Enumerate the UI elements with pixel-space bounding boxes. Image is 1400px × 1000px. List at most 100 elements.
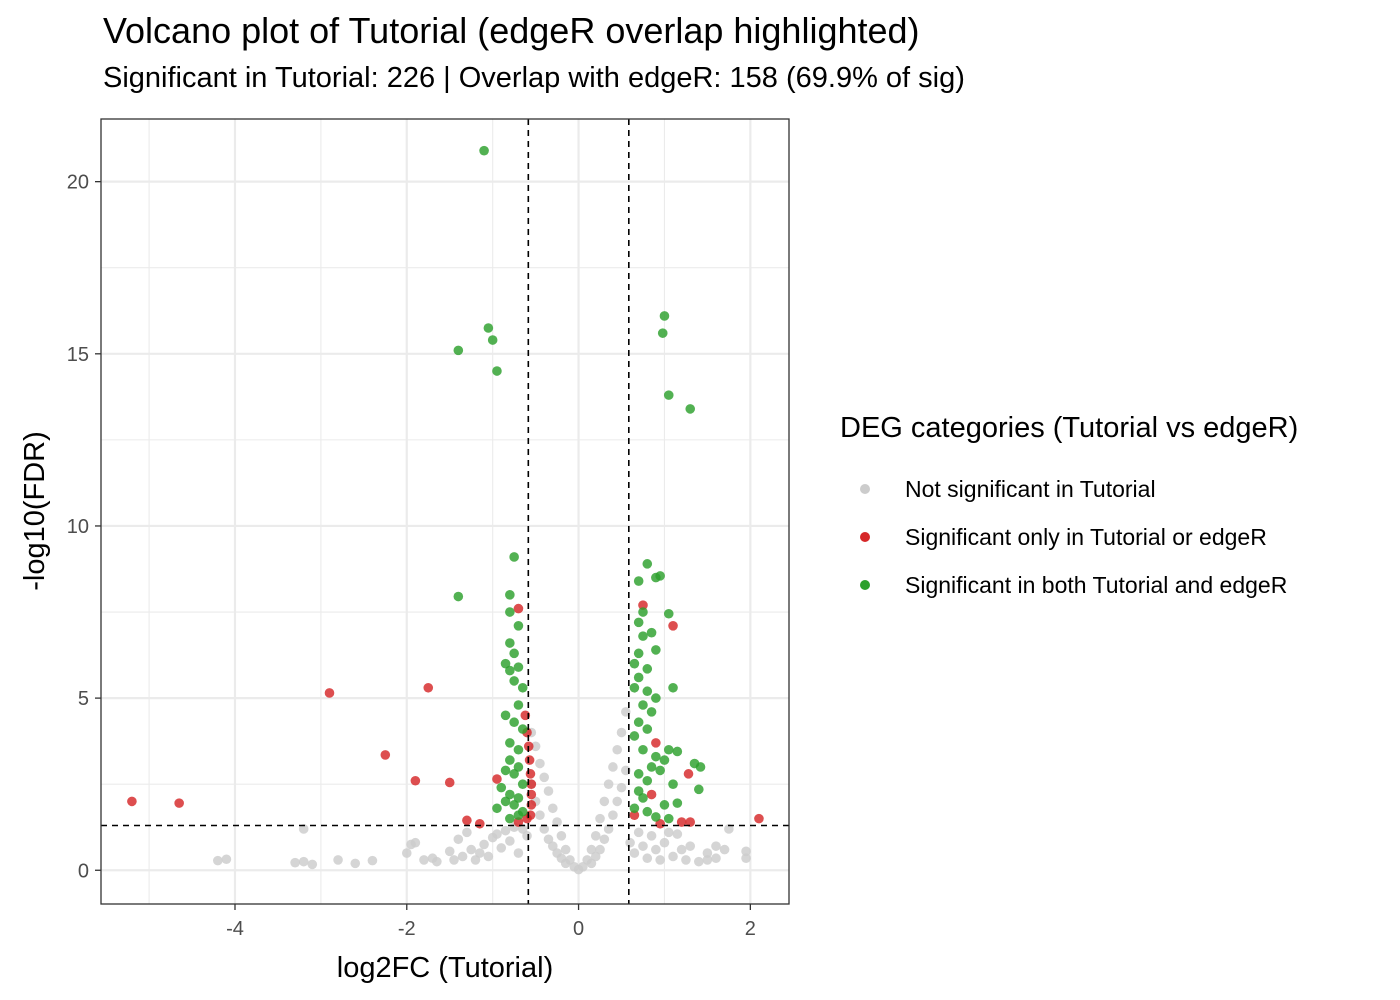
data-point	[513, 621, 524, 631]
data-point	[663, 390, 674, 400]
data-point	[453, 345, 464, 356]
data-point	[694, 856, 704, 867]
data-point	[500, 796, 511, 807]
data-point	[525, 769, 536, 779]
data-point	[608, 762, 618, 772]
data-point	[505, 755, 515, 765]
major-gridlines	[101, 119, 789, 904]
data-point	[651, 812, 661, 822]
data-point	[655, 765, 665, 776]
data-point	[517, 682, 528, 693]
data-point	[449, 855, 459, 865]
legend-item-significant-only: Significant only in Tutorial or edgeR	[840, 513, 1298, 561]
data-point	[509, 717, 519, 728]
data-point	[174, 798, 184, 808]
data-point	[603, 824, 614, 834]
data-point	[513, 662, 524, 672]
data-point	[629, 810, 640, 820]
data-point	[457, 851, 468, 862]
data-point	[509, 800, 519, 810]
data-point	[509, 676, 519, 686]
data-point	[638, 841, 648, 851]
data-point	[505, 638, 515, 648]
y-tick-label: 20	[67, 172, 89, 194]
data-point	[672, 829, 683, 839]
data-point	[560, 858, 571, 869]
data-point	[500, 710, 511, 721]
data-point	[517, 724, 528, 734]
data-point	[651, 645, 661, 655]
data-point	[681, 855, 691, 865]
data-point	[638, 793, 648, 803]
data-point	[522, 813, 532, 824]
x-tick-label: -4	[226, 918, 244, 940]
data-point	[642, 559, 653, 569]
data-point	[625, 837, 635, 848]
data-point	[633, 648, 644, 659]
data-point	[444, 846, 455, 857]
data-point	[522, 831, 532, 841]
data-point	[423, 682, 434, 693]
data-point	[595, 813, 605, 824]
data-point	[695, 762, 706, 772]
data-point	[380, 750, 391, 760]
data-point	[655, 571, 665, 581]
chart-subtitle: Significant in Tutorial: 226 | Overlap w…	[103, 62, 965, 94]
data-point	[492, 829, 502, 839]
data-point	[324, 688, 335, 698]
data-point	[513, 700, 524, 710]
data-point	[505, 590, 515, 600]
plot-panel	[101, 119, 789, 904]
data-point	[543, 834, 554, 845]
data-point	[505, 738, 515, 748]
data-point	[638, 607, 648, 617]
data-point	[629, 658, 640, 669]
data-point	[462, 827, 472, 838]
data-point	[702, 848, 713, 858]
x-tick-label: -2	[398, 918, 416, 940]
data-point	[603, 779, 614, 789]
data-point	[590, 851, 601, 862]
data-point	[711, 853, 721, 864]
data-point	[479, 145, 489, 156]
data-point	[419, 855, 429, 865]
volcano-plot: -4 -2 0 2 0 5 10 15 20 log2FC (Tutorial) -log10…	[19, 118, 790, 984]
panel-border	[100, 118, 790, 905]
data-point	[213, 855, 223, 866]
data-point	[298, 856, 309, 867]
data-point	[556, 831, 567, 841]
data-point	[668, 621, 678, 631]
y-tick-label: 0	[78, 860, 89, 882]
data-point	[642, 806, 653, 817]
data-point	[646, 707, 657, 717]
data-point	[663, 608, 674, 619]
minor-gridlines	[101, 119, 789, 904]
data-point	[539, 824, 550, 834]
legend: DEG categories (Tutorial vs edgeR) Not s…	[840, 412, 1298, 609]
data-point	[646, 789, 657, 800]
data-point	[612, 744, 623, 755]
data-point	[410, 837, 421, 848]
data-point	[711, 841, 721, 851]
data-point	[487, 335, 498, 345]
data-point	[513, 817, 524, 827]
data-point	[586, 844, 597, 855]
data-point	[513, 793, 524, 803]
data-point	[659, 837, 670, 848]
legend-dot-significant-both	[860, 580, 870, 590]
data-point	[539, 772, 550, 783]
data-point	[694, 784, 704, 795]
series-0	[213, 707, 751, 875]
data-point	[668, 779, 678, 789]
data-point	[638, 744, 648, 755]
data-point	[578, 862, 588, 872]
data-point	[633, 827, 644, 838]
data-point	[586, 858, 597, 869]
chart-title: Volcano plot of Tutorial (edgeR overlap …	[103, 10, 920, 51]
data-point	[683, 769, 694, 779]
data-point	[663, 744, 674, 755]
data-point	[505, 836, 515, 846]
y-axis: 0 5 10 15 20	[67, 172, 101, 882]
legend-item-not-significant: Not significant in Tutorial	[840, 465, 1298, 513]
data-point	[298, 824, 309, 834]
